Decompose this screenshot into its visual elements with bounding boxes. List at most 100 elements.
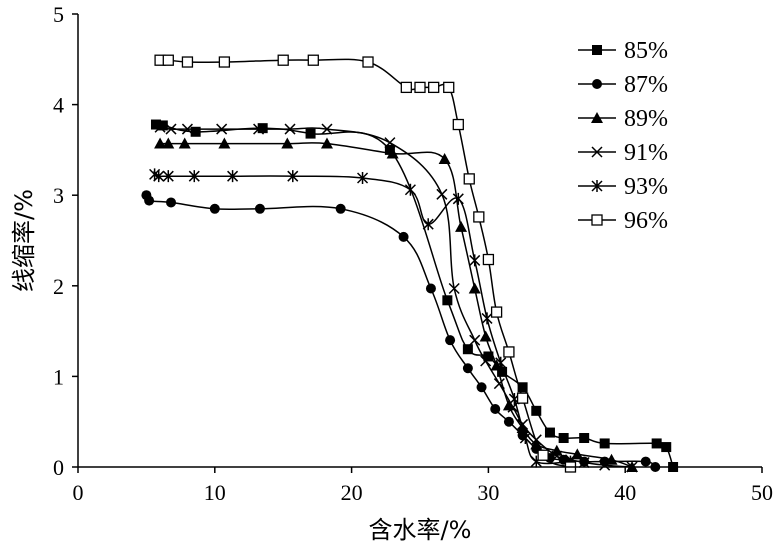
data-point <box>320 137 333 149</box>
data-point <box>216 123 228 135</box>
data-point <box>482 253 495 266</box>
x-tick-label: 50 <box>751 480 773 505</box>
data-point <box>479 330 492 342</box>
data-point <box>181 123 193 135</box>
data-point <box>384 137 396 149</box>
data-point <box>165 123 177 135</box>
data-point <box>257 123 268 134</box>
legend-marker <box>591 214 603 226</box>
data-point <box>599 438 610 449</box>
data-point <box>227 170 239 183</box>
legend-entry: 85% <box>578 38 668 64</box>
legend-marker <box>591 146 603 158</box>
data-point <box>162 54 174 66</box>
y-tick-label: 1 <box>53 364 64 389</box>
data-point <box>428 81 440 94</box>
data-point <box>335 203 346 214</box>
data-point <box>455 220 468 232</box>
series-line <box>159 126 633 468</box>
y-tick-label: 0 <box>53 455 64 480</box>
data-point <box>178 137 191 149</box>
data-point <box>490 404 501 415</box>
legend-entry: 96% <box>578 208 668 234</box>
legend-label: 91% <box>624 140 668 166</box>
data-point <box>490 359 503 371</box>
plot-area <box>141 54 679 473</box>
x-tick-label: 20 <box>341 480 363 505</box>
data-point <box>154 137 167 149</box>
data-point <box>166 197 177 208</box>
x-tick-label: 0 <box>73 480 84 505</box>
legend: 85% 87% 89% 91% 93% 96% <box>578 38 668 234</box>
data-point <box>162 170 174 183</box>
data-point <box>400 81 412 94</box>
data-point <box>599 459 611 471</box>
data-point <box>481 312 493 325</box>
data-point <box>144 195 155 206</box>
data-point <box>154 121 166 133</box>
legend-label: 85% <box>624 38 668 64</box>
data-point <box>436 188 448 200</box>
data-point <box>452 118 464 131</box>
data-point <box>448 282 460 295</box>
data-point <box>162 137 175 149</box>
data-point <box>181 56 194 68</box>
data-point <box>218 137 231 149</box>
data-point <box>153 170 165 183</box>
data-point <box>284 123 296 135</box>
data-point <box>579 433 590 444</box>
y-tick-label: 3 <box>53 183 64 208</box>
data-point <box>483 351 494 362</box>
legend-entry: 91% <box>578 140 668 166</box>
data-point <box>651 438 662 449</box>
x-tick-label: 30 <box>477 480 499 505</box>
data-point <box>463 173 475 185</box>
data-point <box>305 128 316 139</box>
data-point <box>422 218 434 231</box>
data-point <box>473 211 485 223</box>
data-point <box>188 170 200 183</box>
data-point <box>497 366 508 377</box>
data-point <box>517 418 529 430</box>
data-point <box>150 119 161 130</box>
x-axis-title: 含水率/% <box>369 516 472 544</box>
data-point <box>438 152 451 164</box>
data-point <box>452 192 464 205</box>
data-point <box>503 346 515 358</box>
data-point <box>253 123 265 135</box>
data-point <box>519 432 531 445</box>
data-point <box>503 416 514 427</box>
legend-entry: 87% <box>578 72 668 98</box>
y-tick-label: 4 <box>53 93 64 118</box>
data-point <box>442 295 453 306</box>
data-point <box>490 306 503 318</box>
data-point <box>551 450 563 462</box>
data-point <box>476 382 487 393</box>
data-point <box>414 81 426 94</box>
series-5 <box>154 54 577 473</box>
legend-marker <box>591 112 603 123</box>
data-point <box>357 171 369 184</box>
data-point <box>287 170 299 183</box>
y-axis-title: 线缩率/% <box>10 189 38 292</box>
legend-marker <box>591 180 603 192</box>
data-point <box>254 203 265 214</box>
data-point <box>425 283 436 294</box>
data-point <box>469 334 481 346</box>
data-point <box>469 254 481 267</box>
legend-marker <box>592 79 602 89</box>
data-point <box>321 123 333 135</box>
data-point <box>398 231 409 242</box>
data-point <box>661 442 672 453</box>
ticks: 0 10 20 30 40 50 0 1 2 3 4 5 <box>53 2 773 505</box>
data-point <box>493 378 505 390</box>
data-point <box>462 363 473 374</box>
data-point <box>462 344 473 355</box>
data-point <box>517 382 528 393</box>
data-point <box>307 54 319 66</box>
series-4 <box>149 168 577 468</box>
data-point <box>362 56 374 68</box>
data-point <box>558 433 569 444</box>
